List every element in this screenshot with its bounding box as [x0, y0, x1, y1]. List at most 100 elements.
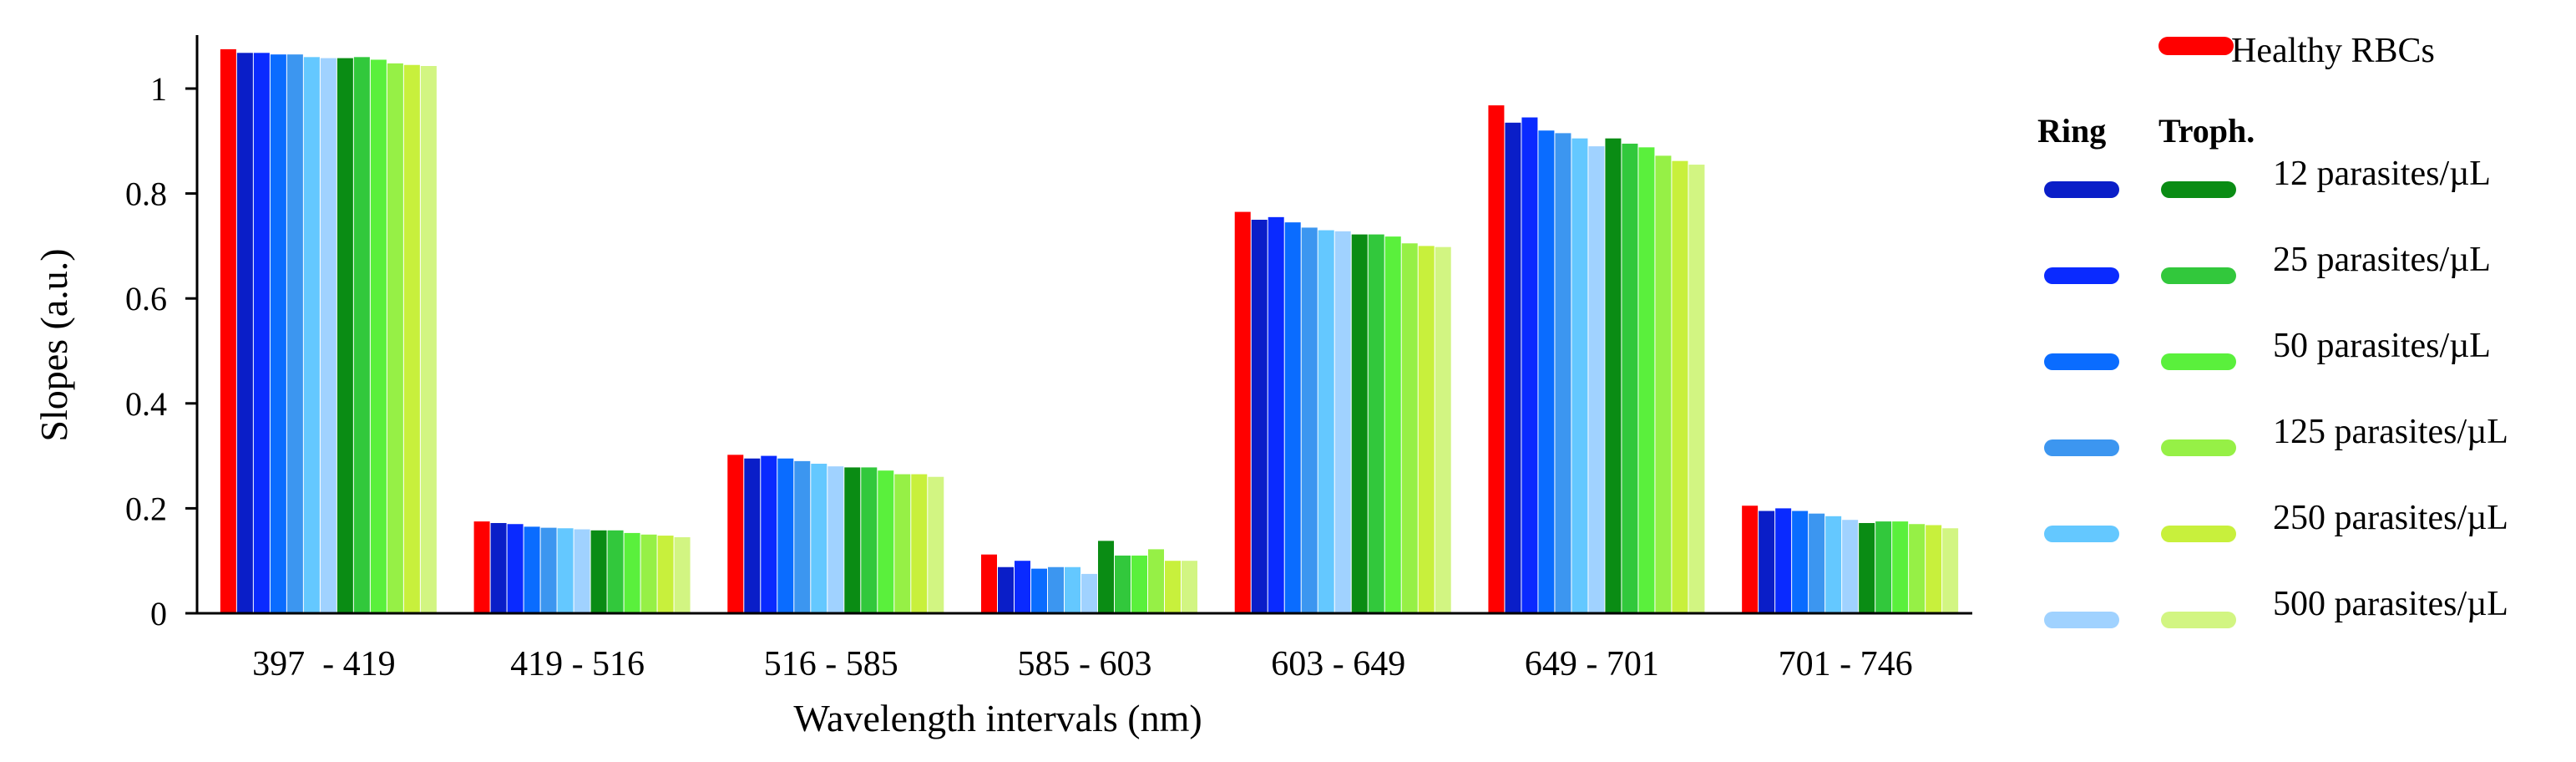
bar [370, 59, 387, 613]
bar [1131, 555, 1147, 613]
bar [1098, 541, 1114, 613]
bar [270, 54, 286, 614]
legend-swatch-ring [2044, 267, 2119, 284]
bar [1015, 561, 1030, 613]
bar [524, 526, 540, 613]
bar [844, 467, 861, 613]
bar [253, 53, 270, 613]
bar [1418, 246, 1435, 613]
bar [1048, 566, 1064, 613]
legend-swatch-troph [2161, 181, 2236, 198]
bar [1875, 521, 1892, 613]
bar [1284, 222, 1301, 613]
bar [1435, 246, 1451, 613]
bar [337, 58, 353, 614]
legend-swatch-troph [2161, 267, 2236, 284]
bar [911, 474, 928, 613]
bar [981, 554, 997, 613]
bar [1775, 508, 1792, 613]
legend-swatch-ring [2044, 181, 2119, 198]
legend-density-label: 50 parasites/µL [2273, 327, 2491, 365]
bar [1268, 216, 1284, 613]
bar [1859, 522, 1875, 613]
bar [1318, 230, 1334, 613]
bar [928, 476, 944, 613]
bar [1301, 227, 1318, 613]
legend-label-healthy: Healthy RBCs [2231, 32, 2435, 70]
y-tick-label: 0 [150, 595, 167, 632]
y-tick-label: 0.8 [125, 175, 167, 213]
bar [507, 524, 524, 613]
bar [1351, 234, 1368, 613]
y-tick-label: 0.2 [125, 490, 167, 527]
bar [878, 470, 894, 613]
bar [1031, 568, 1047, 613]
bar [557, 528, 574, 613]
bar [777, 458, 794, 613]
bar [1759, 511, 1775, 613]
bar [236, 53, 253, 613]
bar [624, 532, 640, 613]
bar [1638, 147, 1655, 613]
bar [640, 534, 657, 613]
bar [353, 57, 370, 613]
bar [1148, 549, 1164, 613]
bar [1334, 231, 1351, 613]
bar [1825, 516, 1842, 613]
bar [1115, 555, 1131, 613]
y-tick-label: 0.6 [125, 280, 167, 318]
x-category-label: 603 - 649 [1271, 645, 1405, 683]
bar [1521, 117, 1538, 614]
bar [1605, 138, 1622, 613]
x-category-labels: 397 - 419 419 - 516 516 - 585 585 - 603 603 … [252, 645, 1913, 683]
bar [727, 455, 744, 613]
legend-swatch-troph [2161, 439, 2236, 456]
bar [1688, 165, 1705, 613]
bar [1588, 146, 1605, 613]
bar [1672, 160, 1688, 613]
bar [674, 536, 691, 613]
axes-layer [195, 35, 1972, 615]
bar [1809, 513, 1825, 613]
bar [590, 530, 607, 613]
bar [1401, 243, 1418, 613]
y-ticks: 0 0.2 0.4 0.6 0.8 1 [125, 70, 197, 632]
bar [657, 536, 674, 613]
legend-swatch-ring [2044, 612, 2119, 628]
bar [1182, 561, 1197, 613]
y-tick-label: 1 [150, 70, 167, 108]
x-axis-label: Wavelength intervals (nm) [793, 697, 1202, 739]
bar [1081, 573, 1097, 613]
legend-swatch-troph [2161, 353, 2236, 370]
x-category-label: 649 - 701 [1525, 645, 1659, 683]
y-axis-label: Slopes (a.u.) [33, 248, 75, 441]
bar [811, 464, 827, 613]
bar [490, 522, 507, 613]
legend-density-label: 12 parasites/µL [2273, 155, 2491, 193]
bar [1571, 138, 1588, 613]
bar [403, 64, 420, 614]
bar [540, 527, 557, 613]
x-category-label: 585 - 603 [1018, 645, 1152, 683]
x-category-label: 397 - 419 [252, 645, 396, 683]
bar [607, 530, 624, 613]
legend: Ring Troph. Healthy RBCs 12 parasites/µL 2… [2037, 32, 2508, 628]
bar [894, 474, 911, 613]
legend-swatch-ring [2044, 526, 2119, 542]
legend-density-label: 500 parasites/µL [2273, 585, 2508, 623]
bar [1251, 220, 1268, 613]
legend-density-label: 25 parasites/µL [2273, 241, 2491, 279]
legend-swatch-ring [2044, 353, 2119, 370]
legend-swatch-troph [2161, 526, 2236, 542]
bar [1505, 122, 1521, 613]
bar [1742, 505, 1759, 613]
bar [744, 458, 761, 613]
legend-swatch-ring [2044, 439, 2119, 456]
bar [1488, 105, 1505, 613]
bar [1926, 525, 1942, 613]
y-tick-label: 0.4 [125, 385, 167, 423]
bar [1909, 524, 1926, 613]
bar [286, 54, 303, 614]
bar [1792, 511, 1809, 613]
